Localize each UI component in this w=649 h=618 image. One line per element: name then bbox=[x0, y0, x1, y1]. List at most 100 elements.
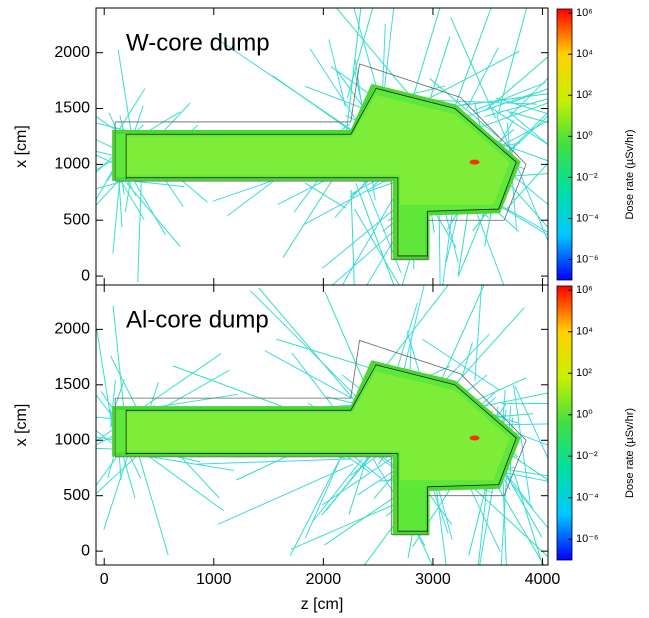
x-tick-label: 2000 bbox=[306, 571, 342, 588]
y-tick-label: 1000 bbox=[54, 431, 90, 448]
track bbox=[466, 47, 499, 109]
track bbox=[493, 480, 545, 565]
panel-annotation: W-core dump bbox=[126, 29, 270, 56]
track bbox=[114, 88, 146, 137]
track bbox=[130, 353, 222, 417]
track bbox=[474, 285, 483, 381]
track bbox=[501, 459, 507, 565]
track bbox=[484, 56, 548, 112]
colorbar-tick-label: 10⁴ bbox=[576, 326, 593, 338]
track bbox=[112, 305, 126, 425]
track bbox=[197, 458, 352, 465]
track bbox=[511, 88, 548, 103]
track bbox=[96, 168, 114, 201]
colorbar-tick-label: 10⁴ bbox=[576, 48, 593, 60]
colorbar-tick-label: 10⁰ bbox=[576, 409, 593, 421]
track bbox=[350, 189, 355, 285]
shield-outline bbox=[125, 364, 517, 532]
colorbar-tick-label: 10⁶ bbox=[576, 7, 593, 19]
y-tick-label: 500 bbox=[63, 487, 90, 504]
track bbox=[117, 49, 133, 139]
track bbox=[110, 355, 140, 413]
track bbox=[112, 179, 121, 254]
y-tick-label: 2000 bbox=[54, 44, 90, 61]
colorbar-tick-label: 10² bbox=[576, 367, 592, 379]
track bbox=[272, 75, 362, 139]
colorbar-tick-label: 10⁻² bbox=[576, 450, 598, 462]
track bbox=[96, 122, 140, 135]
y-tick-label: 0 bbox=[81, 267, 90, 284]
track bbox=[514, 386, 548, 460]
y-axis-label: x [cm] bbox=[13, 125, 30, 168]
hot-spot bbox=[469, 159, 480, 165]
track bbox=[346, 8, 374, 99]
plot-area bbox=[96, 285, 548, 565]
track bbox=[96, 416, 121, 420]
y-tick-label: 500 bbox=[63, 211, 90, 228]
colorbar-tick-label: 10⁶ bbox=[576, 284, 593, 296]
plot-frame bbox=[95, 284, 549, 566]
track bbox=[496, 8, 528, 119]
track bbox=[450, 17, 497, 119]
x-axis-label: z [cm] bbox=[301, 596, 344, 613]
track bbox=[422, 338, 500, 391]
track bbox=[429, 77, 499, 138]
x-tick-label: 1000 bbox=[196, 571, 232, 588]
colorbar-tick-label: 10⁻⁴ bbox=[576, 492, 599, 504]
panel-annotation: Al-core dump bbox=[126, 306, 269, 333]
track bbox=[477, 484, 488, 565]
colorbar bbox=[556, 8, 573, 281]
track bbox=[451, 307, 525, 388]
track bbox=[96, 179, 127, 190]
shield-outline bbox=[125, 87, 517, 257]
track bbox=[506, 77, 548, 120]
track bbox=[461, 342, 473, 377]
hot-spot bbox=[469, 435, 480, 441]
colorbar-tick-label: 10⁻⁶ bbox=[576, 253, 599, 265]
track bbox=[137, 165, 143, 283]
track bbox=[110, 379, 116, 428]
track bbox=[506, 162, 548, 210]
colorbar-label: Dose rate (µSv/hr) bbox=[624, 408, 636, 498]
y-tick-label: 1000 bbox=[54, 156, 90, 173]
colorbar-tick-label: 10⁻⁴ bbox=[576, 212, 599, 224]
track bbox=[492, 423, 548, 446]
track bbox=[469, 102, 548, 132]
track bbox=[434, 285, 485, 395]
track bbox=[513, 473, 544, 565]
track bbox=[355, 183, 395, 285]
track bbox=[506, 109, 548, 146]
track bbox=[96, 154, 113, 164]
track bbox=[496, 117, 548, 243]
colorbar-tick-label: 10⁰ bbox=[576, 130, 593, 142]
x-tick-label: 0 bbox=[100, 571, 109, 588]
track bbox=[472, 81, 546, 112]
colorbar-label: Dose rate (µSv/hr) bbox=[624, 129, 636, 219]
dose-core bbox=[126, 95, 510, 205]
shield-outline bbox=[114, 339, 527, 535]
y-tick-label: 1500 bbox=[54, 100, 90, 117]
track bbox=[439, 333, 490, 387]
dose-core bbox=[126, 371, 510, 481]
track bbox=[354, 208, 400, 285]
track bbox=[484, 98, 548, 117]
y-tick-label: 1500 bbox=[54, 376, 90, 393]
y-tick-label: 2000 bbox=[54, 321, 90, 338]
shield-outline bbox=[114, 63, 527, 260]
track bbox=[96, 424, 121, 442]
track bbox=[345, 8, 362, 141]
track bbox=[489, 106, 548, 146]
track bbox=[134, 442, 169, 556]
track bbox=[217, 463, 354, 525]
y-axis-label: x [cm] bbox=[13, 404, 30, 447]
track bbox=[328, 39, 346, 107]
x-tick-label: 4000 bbox=[525, 571, 561, 588]
track bbox=[258, 287, 356, 402]
colorbar-tick-label: 10² bbox=[576, 89, 592, 101]
x-tick-label: 3000 bbox=[415, 571, 451, 588]
y-tick-label: 0 bbox=[81, 542, 90, 559]
track bbox=[486, 196, 548, 233]
track bbox=[394, 302, 418, 376]
colorbar-tick-label: 10⁻² bbox=[576, 171, 598, 183]
